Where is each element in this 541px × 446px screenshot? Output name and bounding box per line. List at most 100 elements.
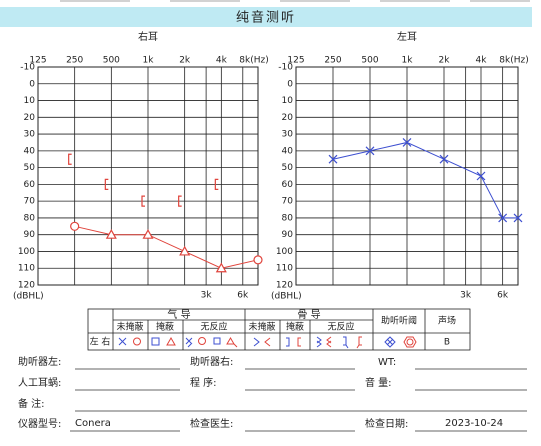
marker [142,228,154,239]
marker [476,171,486,181]
field-value: 2023-10-24 [445,418,503,429]
field-value: Conera [75,418,111,429]
field-label: 人工耳蜗: [18,377,61,389]
legend-group: 气 导 [167,308,190,321]
y-tick-label: 120 [18,281,35,291]
field-label: 检查日期: [365,417,408,430]
x-tick-label: 1k [143,56,155,66]
x-tick-label: 2k [179,56,191,66]
marker [214,178,219,190]
x-tick-label: 4k [216,56,228,66]
chart-title: 左耳 [397,30,417,43]
page-title: 纯音测听 [236,10,296,26]
y-tick-label: 100 [18,247,35,257]
x-tick-label: 4k [476,56,488,66]
title-bar [0,7,532,27]
marker [328,154,338,164]
marker [105,228,117,239]
x-tick-label: 125 [29,56,46,66]
marker [253,255,263,265]
marker [498,213,508,223]
marker [365,146,375,156]
x-tick-label: 125 [287,56,304,66]
marker [215,262,227,273]
x-tick-label: 250 [66,56,83,66]
y-tick-label: 90 [24,230,36,240]
field-label: 助听器右: [190,355,233,368]
x-tick-label: 500 [361,56,378,66]
legend-subheader: 掩蔽 [286,321,304,333]
x-tick-label: 500 [103,56,120,66]
field-label: 音 量: [365,376,392,389]
y-tick-label: 70 [282,197,294,207]
y-tick-label: 50 [24,163,36,173]
y-tick-label: 80 [282,213,294,223]
x-tick-label: 6k [497,291,509,301]
y-tick-label: 40 [282,146,294,156]
x-tick-label: 8k(Hz) [499,56,528,66]
y-tick-label: 20 [24,113,36,123]
y-tick-label: 30 [24,130,36,140]
y-tick-label: 100 [276,247,293,257]
y-tick-label: 110 [276,264,293,274]
y-tick-label: 60 [282,180,294,190]
x-tick-label: 3k [460,291,472,301]
series-line [74,225,259,269]
legend-side: 左 右 [90,336,111,348]
field-label: 备 注: [18,397,45,410]
field-label: 程 序: [190,376,217,389]
field-label: 仪器型号: [18,417,61,430]
y-tick-label: 50 [282,163,294,173]
marker [70,221,80,231]
legend-sound-field: 声场 [438,315,456,327]
x-tick-label: 2k [439,56,451,66]
marker [179,245,191,256]
legend-subheader: 未掩蔽 [116,321,143,333]
y-unit: (dBHL) [13,292,44,302]
y-tick-label: 70 [24,197,36,207]
y-tick-label: 0 [29,79,35,89]
legend-subheader: 未掩蔽 [248,321,275,333]
legend-table: 气 导 骨 导 未掩蔽 掩蔽 无反应 未掩蔽 掩蔽 无反应 助听听阈 声场 左 … [87,308,471,351]
legend-group: 骨 导 [297,309,320,321]
legend-subheader: 掩蔽 [156,321,174,333]
y-tick-label: -10 [20,63,35,73]
legend-sound-field-symbol: B [444,338,450,348]
x-tick-label: 3k [201,291,213,301]
y-tick-label: 40 [24,146,36,156]
chart-title: 右耳 [138,30,158,43]
marker [178,195,182,207]
y-tick-label: 0 [287,79,293,89]
y-tick-label: 60 [24,180,36,190]
y-tick-label: 10 [282,96,294,106]
marker [68,153,72,165]
y-unit: (dBHL) [271,292,302,302]
legend-symbols [118,336,417,349]
form: 助听器左: 助听器右: WT: 人工耳蜗: 程 序: 音 量: 备 注: 仪器型… [18,355,527,432]
x-tick-label: 8k(Hz) [239,56,268,66]
field-label: 助听器左: [18,355,61,368]
field-label: WT: [378,357,396,368]
y-tick-label: 30 [282,130,294,140]
marker [402,138,412,147]
marker [439,154,449,164]
y-tick-label: 120 [276,281,293,291]
y-tick-label: 80 [24,213,36,223]
field-label: 检查医生: [190,417,233,430]
x-tick-label: 6k [237,291,249,301]
legend-subheader: 无反应 [327,321,354,333]
y-tick-label: 110 [18,264,35,274]
y-tick-label: 90 [282,230,294,240]
y-tick-label: -10 [278,63,293,73]
x-tick-label: 1k [402,56,414,66]
marker [141,195,145,207]
marker [513,213,523,223]
legend-aided: 助听听阈 [381,315,417,327]
y-tick-label: 10 [24,96,36,106]
x-tick-label: 250 [324,56,341,66]
marker [104,178,109,190]
legend-subheader: 无反应 [200,321,227,333]
y-tick-label: 20 [282,113,294,123]
